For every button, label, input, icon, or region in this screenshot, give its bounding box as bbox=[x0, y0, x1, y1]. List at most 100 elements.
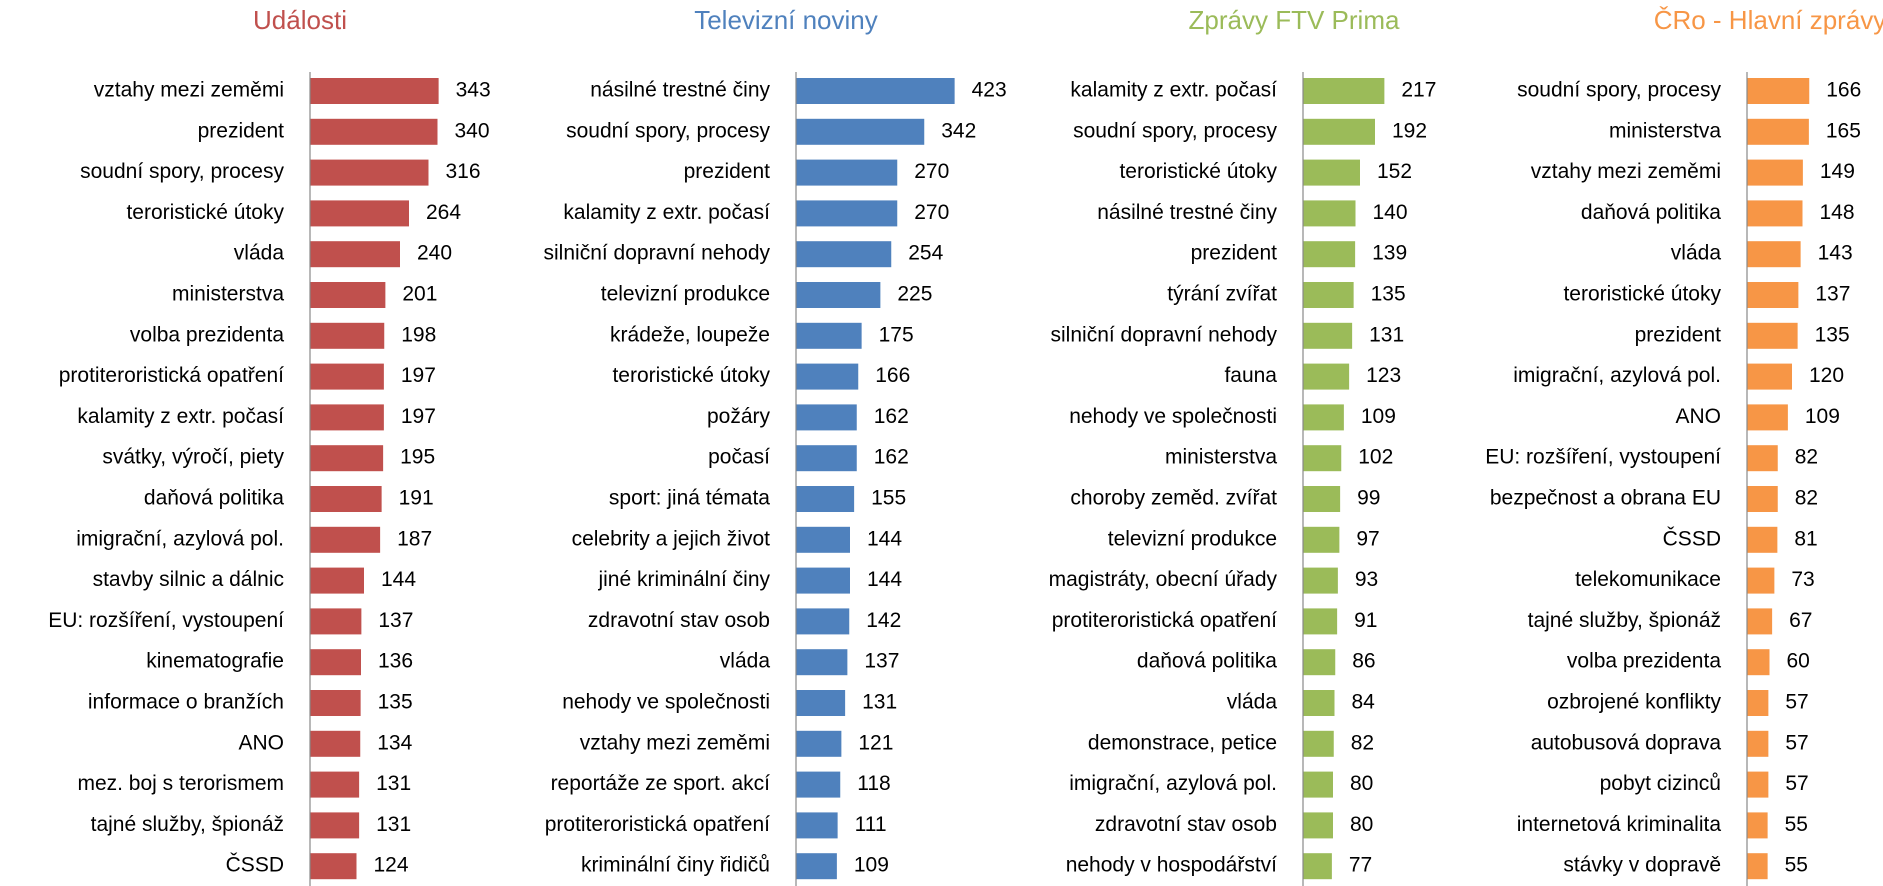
category-label: ozbrojené konflikty bbox=[1547, 691, 1721, 714]
value-label: 99 bbox=[1357, 487, 1380, 510]
bar bbox=[310, 690, 361, 716]
category-label: mez. boj s terorismem bbox=[77, 772, 284, 795]
category-label: vztahy mezi zeměmi bbox=[1531, 160, 1721, 183]
bar bbox=[1747, 853, 1768, 880]
value-label: 134 bbox=[377, 731, 412, 754]
category-label: ČSSD bbox=[1663, 527, 1721, 550]
category-label: ANO bbox=[238, 731, 284, 754]
value-label: 270 bbox=[914, 160, 949, 183]
bar bbox=[1303, 322, 1353, 349]
bar bbox=[1747, 78, 1810, 104]
category-label: protiteroristická opatření bbox=[59, 364, 284, 387]
bar bbox=[1747, 730, 1769, 757]
value-label: 82 bbox=[1351, 731, 1374, 754]
value-label: 342 bbox=[941, 119, 976, 142]
bar bbox=[310, 78, 439, 104]
category-label: telekomunikace bbox=[1575, 568, 1721, 591]
bar bbox=[796, 608, 850, 635]
bar bbox=[1747, 690, 1769, 716]
value-label: 240 bbox=[417, 242, 452, 265]
category-label: ANO bbox=[1675, 405, 1721, 428]
category-label: tajné služby, špionáž bbox=[91, 813, 284, 836]
value-label: 175 bbox=[879, 323, 914, 346]
bar bbox=[310, 486, 382, 512]
category-label: vláda bbox=[1671, 242, 1722, 265]
value-label: 166 bbox=[1826, 79, 1861, 102]
bar bbox=[1303, 649, 1336, 676]
category-label: EU: rozšíření, vystoupení bbox=[48, 609, 284, 632]
bar bbox=[796, 812, 838, 839]
value-label: 148 bbox=[1820, 201, 1855, 224]
value-label: 60 bbox=[1787, 650, 1810, 673]
category-label: počasí bbox=[708, 446, 770, 469]
value-label: 135 bbox=[1371, 283, 1406, 306]
value-label: 55 bbox=[1785, 813, 1808, 836]
value-label: 195 bbox=[400, 446, 435, 469]
bar bbox=[310, 404, 384, 431]
bar bbox=[1747, 567, 1775, 594]
value-label: 123 bbox=[1366, 364, 1401, 387]
bar bbox=[1303, 486, 1341, 512]
category-label: televizní produkce bbox=[601, 283, 770, 306]
bar bbox=[310, 812, 360, 839]
bar bbox=[796, 363, 859, 390]
bar bbox=[796, 853, 837, 880]
category-label: krádeže, loupeže bbox=[610, 323, 770, 346]
bar bbox=[1747, 200, 1803, 227]
bar bbox=[796, 730, 842, 757]
category-label: vztahy mezi zeměmi bbox=[94, 79, 284, 102]
value-label: 67 bbox=[1789, 609, 1812, 632]
category-label: ministerstva bbox=[1609, 119, 1721, 142]
category-label: reportáže ze sport. akcí bbox=[551, 772, 771, 795]
bar bbox=[1747, 241, 1801, 268]
category-label: prezident bbox=[684, 160, 771, 183]
bar bbox=[796, 78, 955, 104]
category-label: demonstrace, petice bbox=[1088, 731, 1277, 754]
category-label: celebrity a jejich život bbox=[572, 527, 771, 550]
category-label: teroristické útoky bbox=[1119, 160, 1277, 183]
category-label: bezpečnost a obrana EU bbox=[1490, 487, 1721, 510]
value-label: 131 bbox=[376, 813, 411, 836]
category-label: autobusová doprava bbox=[1531, 731, 1722, 754]
chart-title: Televizní noviny bbox=[694, 5, 878, 35]
value-label: 144 bbox=[867, 568, 902, 591]
category-label: daňová politika bbox=[1581, 201, 1721, 224]
value-label: 155 bbox=[871, 487, 906, 510]
value-label: 135 bbox=[1815, 323, 1850, 346]
value-label: 270 bbox=[914, 201, 949, 224]
value-label: 131 bbox=[376, 772, 411, 795]
category-label: soudní spory, procesy bbox=[80, 160, 284, 183]
bar bbox=[1303, 445, 1342, 472]
value-label: 84 bbox=[1352, 691, 1376, 714]
category-label: stávky v dopravě bbox=[1563, 854, 1721, 877]
bar bbox=[310, 282, 386, 308]
category-label: vláda bbox=[234, 242, 285, 265]
category-label: kriminální činy řidičů bbox=[581, 854, 770, 877]
bar bbox=[1303, 526, 1340, 553]
bar bbox=[310, 526, 381, 553]
category-label: soudní spory, procesy bbox=[1073, 119, 1277, 142]
value-label: 80 bbox=[1350, 772, 1373, 795]
value-label: 93 bbox=[1355, 568, 1378, 591]
category-label: informace o branžích bbox=[88, 691, 284, 714]
value-label: 131 bbox=[862, 691, 897, 714]
bar bbox=[1303, 771, 1333, 798]
bar bbox=[1747, 812, 1768, 839]
category-label: choroby zeměd. zvířat bbox=[1070, 487, 1277, 510]
value-label: 140 bbox=[1373, 201, 1408, 224]
bar bbox=[1303, 853, 1332, 880]
category-label: ministerstva bbox=[172, 283, 284, 306]
value-label: 77 bbox=[1349, 854, 1372, 877]
value-label: 102 bbox=[1358, 446, 1393, 469]
category-label: svátky, výročí, piety bbox=[102, 446, 284, 469]
bar bbox=[310, 567, 364, 594]
bar bbox=[310, 200, 409, 227]
value-label: 191 bbox=[399, 487, 434, 510]
value-label: 137 bbox=[378, 609, 413, 632]
value-label: 136 bbox=[378, 650, 413, 673]
bar bbox=[1747, 445, 1778, 472]
bar bbox=[1303, 567, 1338, 594]
bar bbox=[310, 322, 385, 349]
value-label: 82 bbox=[1795, 446, 1818, 469]
category-label: stavby silnic a dálnic bbox=[93, 568, 284, 591]
